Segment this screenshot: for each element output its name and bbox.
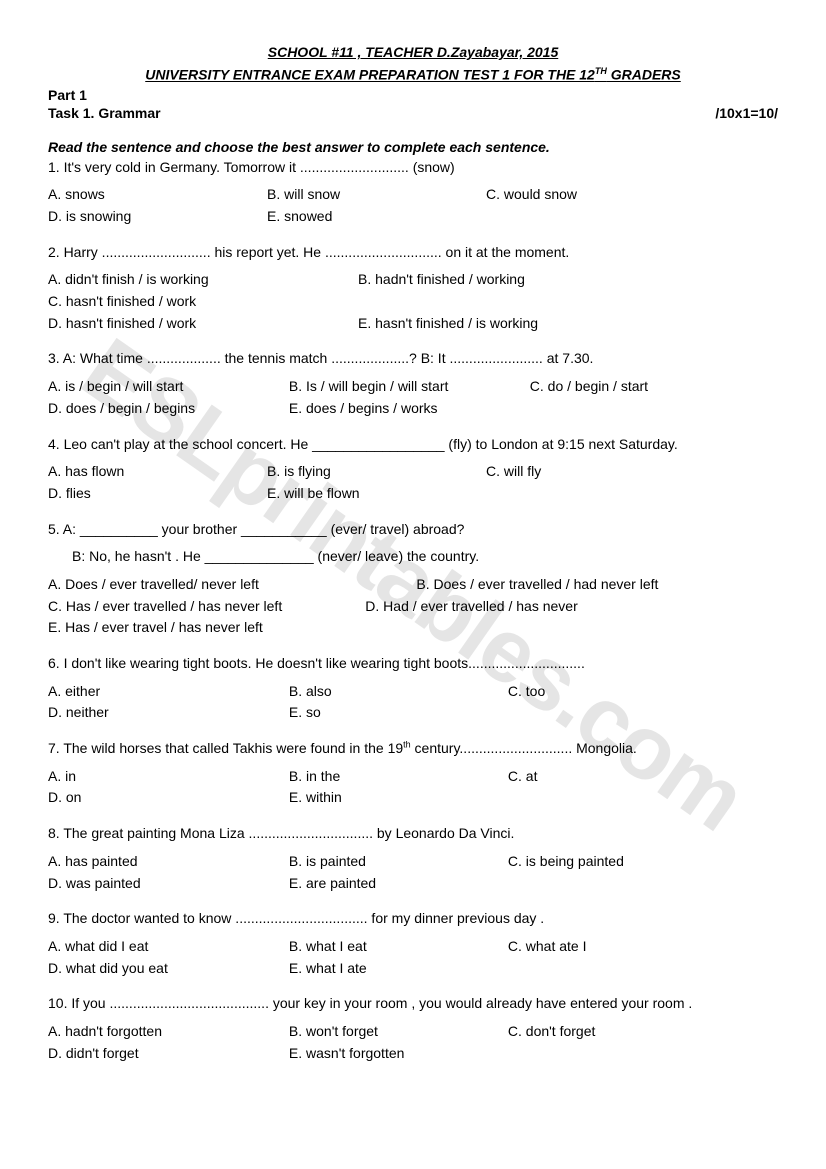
title-sup: TH — [595, 66, 607, 76]
question-1: 1. It's very cold in Germany. Tomorrow i… — [48, 157, 778, 228]
q9-E: E. what I ate — [289, 958, 508, 980]
question-9: 9. The doctor wanted to know ...........… — [48, 908, 778, 979]
title-pre: UNIVERSITY ENTRANCE EXAM PREPARATION TES… — [145, 67, 595, 83]
q7-E: E. within — [289, 787, 508, 809]
q5-textA: 5. A: __________ your brother __________… — [48, 519, 778, 541]
q8-E: E. are painted — [289, 873, 508, 895]
q7-pre: 7. The wild horses that called Takhis we… — [48, 740, 403, 756]
q7-post: century............................. Mon… — [411, 740, 637, 756]
q5-textB: B: No, he hasn't . He ______________ (ne… — [72, 546, 778, 568]
q5-D: D. Had / ever travelled / has never — [365, 596, 653, 618]
q10-A: A. hadn't forgotten — [48, 1021, 289, 1043]
q3-E: E. does / begins / works — [289, 398, 530, 420]
q9-B: B. what I eat — [289, 936, 508, 958]
q1-text: 1. It's very cold in Germany. Tomorrow i… — [48, 157, 778, 179]
q8-A: A. has painted — [48, 851, 289, 873]
q2-A: A. didn't finish / is working — [48, 269, 358, 291]
q10-D: D. didn't forget — [48, 1043, 289, 1065]
school-header: SCHOOL #11 , TEACHER D.Zayabayar, 2015 — [48, 44, 778, 60]
q1-E: E. snowed — [267, 206, 486, 228]
question-3: 3. A: What time ................... the … — [48, 348, 778, 419]
q4-B: B. is flying — [267, 461, 486, 483]
question-8: 8. The great painting Mona Liza ........… — [48, 823, 778, 894]
q4-E: E. will be flown — [267, 483, 486, 505]
q5-A: A. Does / ever travelled/ never left — [48, 574, 416, 596]
q4-text: 4. Leo can't play at the school concert.… — [48, 434, 778, 456]
instruction: Read the sentence and choose the best an… — [48, 139, 778, 155]
q1-B: B. will snow — [267, 184, 486, 206]
q6-A: A. either — [48, 681, 289, 703]
title-header: UNIVERSITY ENTRANCE EXAM PREPARATION TES… — [48, 66, 778, 83]
q8-text: 8. The great painting Mona Liza ........… — [48, 823, 778, 845]
task-label: Task 1. Grammar — [48, 105, 161, 121]
question-4: 4. Leo can't play at the school concert.… — [48, 434, 778, 505]
task-row: Task 1. Grammar /10x1=10/ — [48, 105, 778, 121]
q5-B: B. Does / ever travelled / had never lef… — [416, 574, 676, 596]
q7-text: 7. The wild horses that called Takhis we… — [48, 738, 778, 760]
q3-A: A. is / begin / will start — [48, 376, 289, 398]
q9-C: C. what ate I — [508, 936, 727, 958]
question-2: 2. Harry ............................ hi… — [48, 242, 778, 335]
q9-A: A. what did I eat — [48, 936, 289, 958]
q6-text: 6. I don't like wearing tight boots. He … — [48, 653, 778, 675]
q7-A: A. in — [48, 766, 289, 788]
q10-text: 10. If you .............................… — [48, 993, 778, 1015]
q10-B: B. won't forget — [289, 1021, 508, 1043]
question-5: 5. A: __________ your brother __________… — [48, 519, 778, 639]
q5-C: C. Has / ever travelled / has never left — [48, 596, 365, 618]
q7-D: D. on — [48, 787, 289, 809]
title-post: GRADERS — [607, 67, 681, 83]
q3-text: 3. A: What time ................... the … — [48, 348, 778, 370]
q10-C: C. don't forget — [508, 1021, 727, 1043]
q8-D: D. was painted — [48, 873, 289, 895]
q6-C: C. too — [508, 681, 727, 703]
q1-C: C. would snow — [486, 184, 705, 206]
q2-E: E. hasn't finished / is working — [358, 313, 556, 335]
q2-C: C. hasn't finished / work — [48, 291, 256, 313]
q1-A: A. snows — [48, 184, 267, 206]
question-6: 6. I don't like wearing tight boots. He … — [48, 653, 778, 724]
q1-D: D. is snowing — [48, 206, 267, 228]
score-label: /10x1=10/ — [715, 105, 778, 121]
q6-E: E. so — [289, 702, 508, 724]
q2-text: 2. Harry ............................ hi… — [48, 242, 778, 264]
q9-D: D. what did you eat — [48, 958, 289, 980]
q4-C: C. will fly — [486, 461, 705, 483]
question-7: 7. The wild horses that called Takhis we… — [48, 738, 778, 809]
q7-B: B. in the — [289, 766, 508, 788]
question-10: 10. If you .............................… — [48, 993, 778, 1064]
q2-B: B. hadn't finished / working — [358, 269, 624, 291]
q4-A: A. has flown — [48, 461, 267, 483]
q8-B: B. is painted — [289, 851, 508, 873]
q5-E: E. Has / ever travel / has never left — [48, 617, 281, 639]
q6-D: D. neither — [48, 702, 289, 724]
q3-B: B. Is / will begin / will start — [289, 376, 530, 398]
q4-D: D. flies — [48, 483, 267, 505]
q3-C: C. do / begin / start — [530, 376, 771, 398]
q9-text: 9. The doctor wanted to know ...........… — [48, 908, 778, 930]
q7-sup: th — [403, 739, 411, 749]
q2-D: D. hasn't finished / work — [48, 313, 358, 335]
q10-E: E. wasn't forgotten — [289, 1043, 508, 1065]
q6-B: B. also — [289, 681, 508, 703]
q3-D: D. does / begin / begins — [48, 398, 289, 420]
q8-C: C. is being painted — [508, 851, 727, 873]
q7-C: C. at — [508, 766, 727, 788]
page: SCHOOL #11 , TEACHER D.Zayabayar, 2015 U… — [0, 0, 826, 1118]
part-label: Part 1 — [48, 87, 778, 103]
